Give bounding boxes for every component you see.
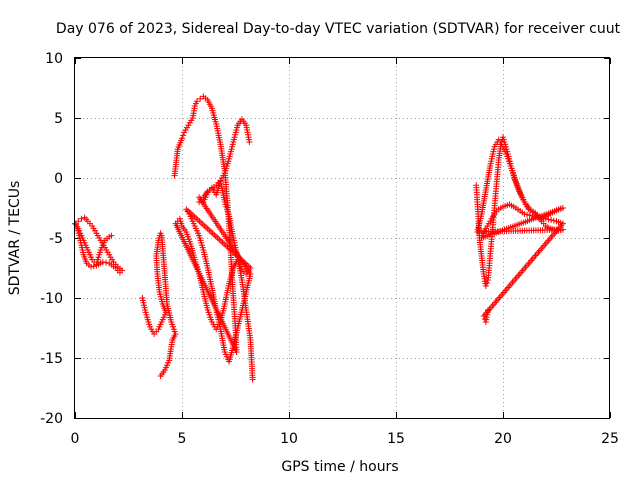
data-point — [482, 283, 489, 289]
data-point — [246, 139, 253, 145]
x-tick-label: 20 — [494, 431, 512, 447]
data-point — [550, 217, 557, 224]
x-tick-label: 25 — [601, 431, 619, 447]
data-point — [480, 313, 487, 319]
data-point — [542, 215, 549, 222]
x-axis-label: GPS time / hours — [281, 459, 398, 475]
data-point — [485, 307, 492, 313]
x-tick-label: 10 — [280, 431, 298, 447]
data-point — [75, 218, 82, 225]
data-point — [483, 280, 490, 286]
y-tick-label: 5 — [54, 111, 63, 127]
data-point — [534, 214, 541, 220]
data-point — [532, 213, 539, 220]
data-point — [193, 98, 200, 105]
data-point — [521, 211, 528, 217]
y-tick-label: -5 — [49, 231, 63, 247]
data-point — [545, 216, 552, 223]
x-tick-label: 5 — [178, 431, 187, 447]
data-point — [524, 211, 531, 218]
data-point — [529, 212, 536, 219]
data-point — [197, 95, 204, 102]
data-point — [106, 260, 113, 267]
y-tick-label: -15 — [40, 351, 63, 367]
data-point — [537, 214, 544, 221]
chart-title: Day 076 of 2023, Sidereal Day-to-day VTE… — [56, 21, 621, 37]
data-points — [72, 93, 566, 383]
x-tick-label: 0 — [71, 431, 80, 447]
y-axis-label: SDTVAR / TECUs — [7, 181, 23, 296]
data-point — [540, 215, 547, 222]
y-tick-label: -10 — [40, 291, 63, 307]
data-point — [78, 215, 85, 222]
x-tick-label: 15 — [387, 431, 405, 447]
data-point — [108, 232, 115, 239]
y-tick-label: 0 — [54, 171, 63, 187]
y-tick-label: 10 — [45, 51, 63, 67]
data-point — [103, 259, 110, 266]
data-point — [548, 217, 555, 223]
data-point — [157, 373, 164, 379]
data-point — [249, 376, 256, 383]
plot-frame — [74, 57, 610, 419]
data-point — [179, 135, 185, 142]
data-point — [526, 212, 533, 219]
grid — [75, 58, 610, 418]
y-tick-label: -20 — [40, 411, 63, 427]
data-point — [180, 132, 187, 139]
axis-ticks: 0 5 10 15 20 25 -20 -15 -10 -5 0 5 10 — [40, 51, 619, 447]
